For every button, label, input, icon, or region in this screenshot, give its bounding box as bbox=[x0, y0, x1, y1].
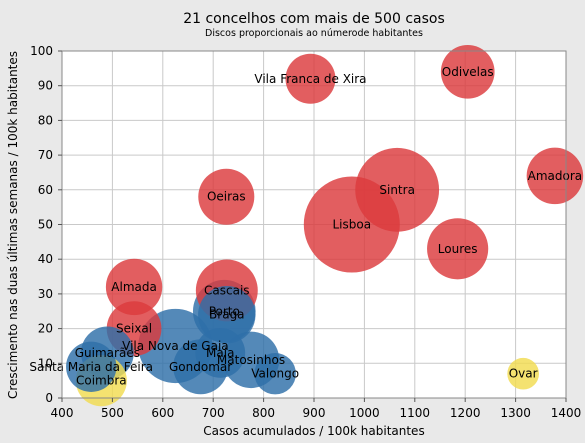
bubble-label: Lisboa bbox=[333, 218, 372, 232]
y-tick-label: 80 bbox=[38, 113, 53, 127]
bubble-point bbox=[198, 285, 256, 344]
y-tick-label: 60 bbox=[38, 183, 53, 197]
x-tick-label: 1000 bbox=[349, 406, 380, 420]
y-axis-ticks: 0 10 20 30 40 50 60 70 80 90 100 bbox=[30, 44, 62, 405]
x-tick-label: 1300 bbox=[500, 406, 531, 420]
x-tick-label: 1200 bbox=[450, 406, 481, 420]
y-tick-label: 30 bbox=[38, 287, 53, 301]
chart-title: 21 concelhos com mais de 500 casos bbox=[183, 11, 445, 27]
bubble-label: Amadora bbox=[528, 169, 583, 183]
bubble-label: Ovar bbox=[509, 367, 538, 381]
y-tick-label: 10 bbox=[38, 356, 53, 370]
y-tick-label: 40 bbox=[38, 252, 53, 266]
bubble-point bbox=[105, 258, 163, 316]
bubbles-layer bbox=[66, 44, 584, 407]
bubble-label: Guimarães bbox=[75, 346, 140, 360]
y-tick-label: 100 bbox=[30, 44, 53, 58]
bubble-point bbox=[440, 44, 495, 99]
bubble-label: Vila Franca de Xira bbox=[254, 72, 366, 86]
bubble-label: Loures bbox=[438, 242, 478, 256]
chart-subtitle: Discos proporcionais ao númerode habitan… bbox=[205, 28, 423, 39]
bubble-label: Oeiras bbox=[207, 190, 246, 204]
y-tick-label: 20 bbox=[38, 322, 53, 336]
y-axis-label: Crescimento nas duas últimas semanas / 1… bbox=[6, 51, 20, 399]
x-axis-label: Casos acumulados / 100k habitantes bbox=[203, 424, 424, 438]
x-tick-label: 900 bbox=[303, 406, 326, 420]
x-tick-label: 1400 bbox=[551, 406, 582, 420]
bubble-label: Seixal bbox=[116, 322, 152, 336]
bubble-point bbox=[427, 218, 489, 280]
bubble-label: Porto bbox=[209, 304, 240, 318]
bubble-point bbox=[195, 327, 246, 378]
bubble-label: Maia bbox=[206, 346, 234, 360]
bubble-label: Gondomar bbox=[169, 360, 232, 374]
bubble-point bbox=[198, 168, 255, 225]
bubble-label: Sintra bbox=[379, 183, 415, 197]
bubble-label: Coimbra bbox=[76, 374, 127, 388]
bubble-label: Almada bbox=[111, 280, 157, 294]
bubble-label: Vila Nova de Gaia bbox=[122, 339, 229, 353]
bubble-point bbox=[507, 357, 540, 390]
x-tick-label: 400 bbox=[51, 406, 74, 420]
y-tick-label: 50 bbox=[38, 218, 53, 232]
bubble-label: Matosinhos bbox=[217, 353, 285, 367]
x-tick-label: 800 bbox=[252, 406, 275, 420]
bubble-label: Valongo bbox=[251, 367, 299, 381]
bubble-point bbox=[355, 147, 440, 232]
bubble-label: Odivelas bbox=[442, 65, 494, 79]
bubble-point bbox=[526, 147, 584, 205]
y-tick-label: 90 bbox=[38, 79, 53, 93]
bubble-point bbox=[66, 341, 117, 392]
bubble-label: Cascais bbox=[204, 283, 250, 297]
x-axis-ticks: 400 500 600 700 800 900 1000 1100 1200 1300 1400 bbox=[51, 398, 582, 420]
x-tick-label: 1100 bbox=[400, 406, 431, 420]
bubble-label: Braga bbox=[209, 308, 245, 322]
bubble-point bbox=[285, 53, 336, 104]
y-tick-label: 70 bbox=[38, 148, 53, 162]
x-tick-label: 700 bbox=[202, 406, 225, 420]
y-tick-label: 0 bbox=[45, 391, 53, 405]
x-tick-label: 600 bbox=[151, 406, 174, 420]
x-tick-label: 500 bbox=[101, 406, 124, 420]
bubble-point bbox=[254, 353, 296, 395]
